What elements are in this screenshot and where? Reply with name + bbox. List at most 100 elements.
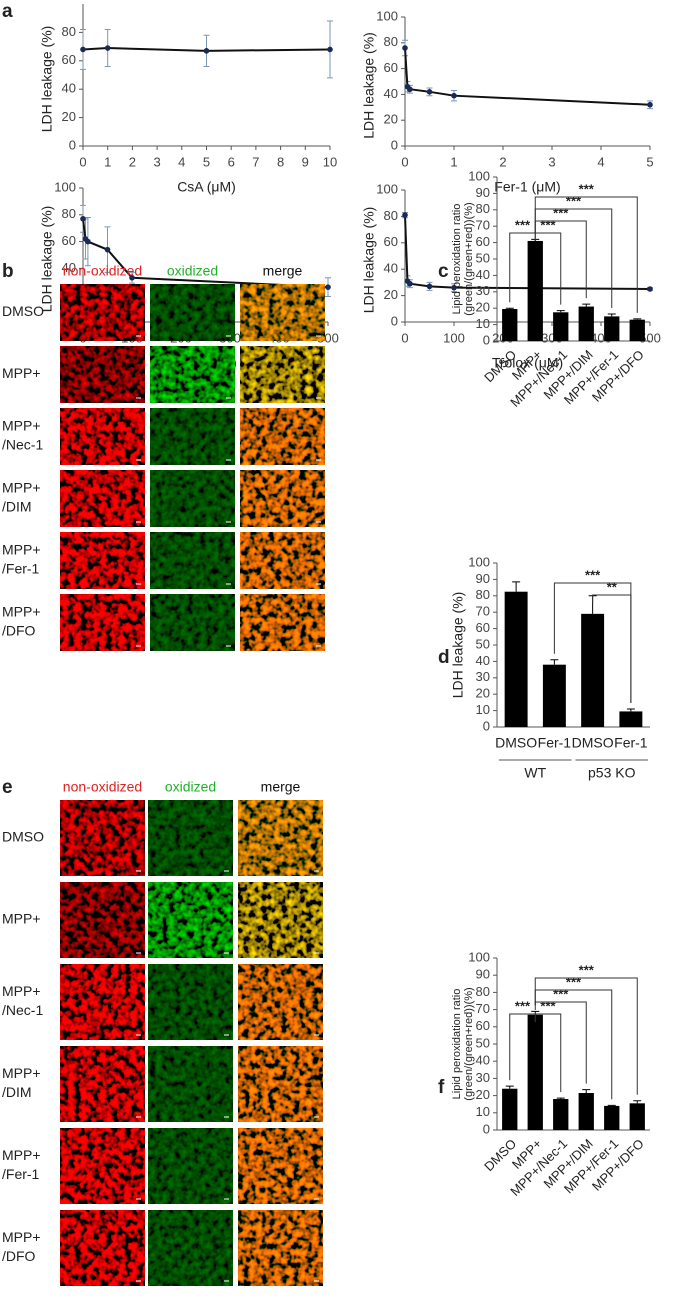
micrograph	[148, 1210, 233, 1286]
bar	[502, 1088, 518, 1130]
row-label: DMSO	[2, 829, 44, 845]
micrograph	[148, 800, 233, 876]
x-tick-label: 100	[443, 330, 465, 345]
series-line	[82, 47, 331, 52]
y-tick-label: 80	[384, 208, 398, 223]
y-tick-label: 60	[62, 233, 76, 248]
y-tick-label: 60	[476, 620, 490, 635]
x-tick-label: 4	[178, 154, 185, 169]
y-tick-label: 100	[468, 949, 490, 964]
micrograph	[60, 964, 145, 1040]
y-axis-label: (green/(green+red))(%)	[463, 987, 475, 1100]
micrograph	[240, 470, 325, 527]
y-tick-label: 80	[62, 24, 76, 39]
micrograph	[238, 964, 323, 1040]
y-tick-label: 40	[476, 267, 490, 282]
bar	[578, 1093, 594, 1130]
x-tick-label: 10	[323, 154, 337, 169]
micrograph	[240, 408, 325, 465]
y-tick-label: 100	[468, 168, 490, 183]
micrograph	[150, 346, 235, 403]
y-tick-label: 80	[62, 206, 76, 221]
y-tick-label: 100	[376, 181, 398, 196]
micrograph	[60, 1128, 145, 1204]
row-label: /DIM	[2, 499, 32, 515]
error-bar	[582, 1089, 591, 1094]
x-tick-label: 7	[252, 154, 259, 169]
group-label: p53 KO	[588, 765, 636, 781]
y-tick-label: 60	[384, 60, 398, 75]
significance: ***	[515, 998, 531, 1013]
data-point	[407, 86, 413, 93]
data-point	[451, 284, 457, 291]
bracket	[534, 1013, 562, 1093]
micrograph	[60, 346, 145, 403]
column-header: merge	[263, 263, 303, 279]
x-tick-label: 6	[228, 154, 235, 169]
y-tick-label: 70	[476, 1001, 490, 1016]
x-tick-label: Fer-1	[538, 735, 572, 751]
micrograph	[60, 1046, 145, 1122]
y-tick-label: 0	[483, 718, 490, 733]
series-line	[404, 215, 651, 290]
y-tick-label: 0	[483, 332, 490, 347]
data-point	[451, 92, 457, 99]
y-tick-label: 60	[476, 1018, 490, 1033]
x-axis-label: Fer-1 (μM)	[494, 179, 560, 195]
row-label: MPP+	[2, 418, 41, 434]
micrograph	[60, 408, 145, 465]
error-bar	[550, 659, 559, 665]
bracket	[534, 1001, 587, 1084]
x-tick-label: 1	[450, 154, 457, 169]
y-tick-label: 50	[476, 1035, 490, 1050]
x-tick-label: 4	[597, 154, 604, 169]
x-tick-label: DMSO	[572, 735, 614, 751]
data-point	[647, 286, 653, 292]
row-label: /Nec-1	[2, 1002, 43, 1018]
x-tick-label: 2	[129, 154, 136, 169]
y-axis-label: LDH leakage (%)	[361, 32, 377, 139]
micrograph	[150, 470, 235, 527]
micrograph	[150, 532, 235, 589]
y-tick-label: 0	[391, 313, 398, 328]
micrograph	[60, 594, 145, 651]
x-tick-label: Fer-1	[614, 735, 648, 751]
row-label: MPP+	[2, 911, 41, 927]
y-tick-label: 40	[384, 261, 398, 276]
y-axis-label: LDH leakage (%)	[450, 592, 466, 699]
y-axis-label: LDH leakage (%)	[361, 207, 377, 314]
row-label: MPP+	[2, 604, 41, 620]
x-tick-label: 2	[499, 154, 506, 169]
series-line	[404, 47, 651, 106]
error-bar	[633, 318, 642, 320]
micrograph	[240, 532, 325, 589]
x-tick-label: 5	[203, 154, 210, 169]
y-tick-label: 80	[476, 984, 490, 999]
error-bar	[505, 1085, 514, 1089]
panel-label: b	[2, 261, 14, 282]
error-bar	[626, 708, 635, 712]
row-label: /DIM	[2, 1084, 32, 1100]
row-label: MPP+	[2, 983, 41, 999]
y-tick-label: 70	[476, 218, 490, 233]
y-tick-label: 100	[54, 179, 76, 194]
micrograph	[60, 532, 145, 589]
y-tick-label: 80	[476, 587, 490, 602]
x-tick-label: 3	[548, 154, 555, 169]
data-point	[647, 101, 653, 108]
y-tick-label: 40	[384, 86, 398, 101]
y-tick-label: 0	[483, 1121, 490, 1136]
y-tick-label: 80	[384, 34, 398, 49]
data-point	[80, 46, 86, 53]
y-tick-label: 0	[391, 137, 398, 152]
micrograph	[60, 882, 145, 958]
data-point	[129, 274, 135, 281]
x-tick-label: 0	[401, 154, 408, 169]
row-label: MPP+	[2, 1065, 41, 1081]
y-tick-label: 40	[476, 1053, 490, 1068]
y-tick-label: 40	[62, 81, 76, 96]
significance: ***	[579, 962, 595, 977]
data-point	[203, 48, 210, 54]
data-point	[327, 46, 333, 53]
